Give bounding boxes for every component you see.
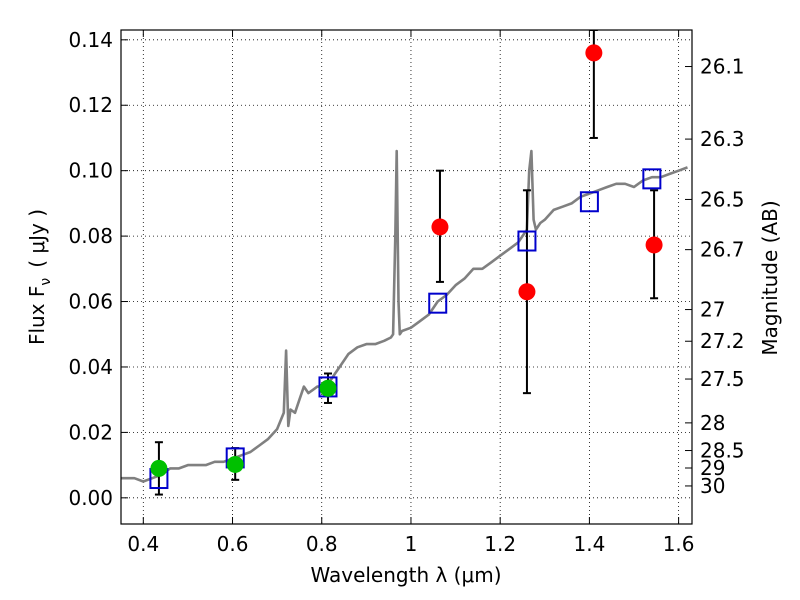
- y-tick-label: 0.12: [68, 93, 113, 117]
- y-axis-title-subscript: ν: [38, 278, 54, 286]
- red-data-point: [645, 236, 663, 254]
- y-tick-label: 0.02: [68, 420, 113, 444]
- spectrum-line: [121, 149, 688, 483]
- y-axis-title-unit: ( μJy ): [25, 209, 49, 268]
- y-tick-label: 0.14: [68, 28, 113, 52]
- model-square-marker: [428, 292, 448, 314]
- x-tick-label: 1: [405, 532, 418, 556]
- grid-lines: [121, 30, 692, 524]
- y-axis-title: Flux F: [25, 286, 49, 345]
- mag-tick-label: 26.3: [700, 127, 745, 151]
- green-data-point: [226, 455, 244, 473]
- spectrum-layer: [121, 149, 688, 483]
- green-data-point: [319, 379, 337, 397]
- x-axis-title: Wavelength λ (μm): [310, 563, 501, 587]
- y2-axis-title: Magnitude (AB): [758, 200, 782, 355]
- red-data-point: [431, 218, 449, 236]
- mag-tick-label: 27: [700, 298, 725, 322]
- mag-tick-label: 28.5: [700, 439, 745, 463]
- errorbar-layer: [154, 30, 659, 496]
- x-tick-label: 1.4: [573, 532, 605, 556]
- mag-tick-label: 26.1: [700, 55, 745, 79]
- y-tick-label: 0.04: [68, 355, 113, 379]
- plot-frame: [120, 29, 693, 525]
- x-tick-label: 0.4: [127, 532, 159, 556]
- mag-tick-label: 26.7: [700, 238, 745, 262]
- x-tick-label: 0.8: [306, 532, 338, 556]
- model-square-marker: [642, 168, 662, 190]
- mag-tick-label: 30: [700, 474, 725, 498]
- mag-tick-label: 29: [700, 456, 725, 480]
- green-data-point: [150, 459, 168, 477]
- x-tick-label: 0.6: [217, 532, 249, 556]
- y-tick-label: 0.08: [68, 224, 113, 248]
- square-marker-layer: [149, 168, 662, 490]
- y2-axis-title-group: Magnitude (AB): [758, 200, 782, 355]
- mag-tick-label: 26.5: [700, 187, 745, 211]
- y-tick-label: 0.10: [68, 159, 113, 183]
- mag-tick-label: 28: [700, 411, 725, 435]
- y-tick-label: 0.06: [68, 290, 113, 314]
- model-square-marker: [517, 230, 537, 252]
- mag-tick-label: 27.5: [700, 367, 745, 391]
- red-data-point: [585, 44, 603, 62]
- red-data-point: [518, 283, 536, 301]
- x-tick-label: 1.2: [484, 532, 516, 556]
- tick-layer: 0.4 0.6 0.8 1 1.2 1.4 1.6 0.00 0.02 0.04 0.06 0.08 0…: [68, 28, 744, 556]
- svg-text:Flux Fν( μJy ): Flux Fν ( μJy ): [25, 209, 54, 345]
- x-tick-label: 1.6: [663, 532, 695, 556]
- circle-marker-layer: [150, 44, 663, 477]
- model-square-marker: [579, 191, 599, 213]
- mag-tick-label: 27.2: [700, 329, 745, 353]
- y-tick-label: 0.00: [68, 486, 113, 510]
- y-axis-title-group: Flux Fν ( μJy ): [25, 209, 54, 345]
